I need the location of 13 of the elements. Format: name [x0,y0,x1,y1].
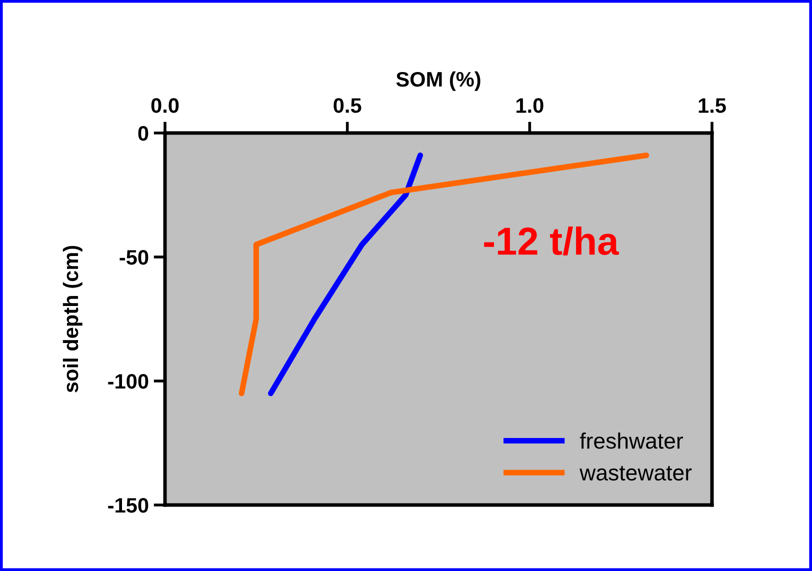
legend-label: wastewater [580,466,692,481]
x-tick-label: 0.5 [334,98,362,113]
x-tick-label: 0.0 [151,98,179,113]
legend-label: freshwater [580,432,683,449]
y-tick-label: -150 [108,498,148,513]
annotation: -12 t/ha [484,226,619,256]
y-tick-label: -50 [120,250,148,265]
x-tick-label: 1.5 [698,98,726,113]
y-tick-label: -100 [108,374,148,389]
x-tick-label: 1.0 [516,98,544,113]
y-axis-title: soil depth (cm) [62,246,82,392]
y-tick-label: 0 [138,126,148,141]
x-axis-title: SOM (%) [396,71,480,91]
